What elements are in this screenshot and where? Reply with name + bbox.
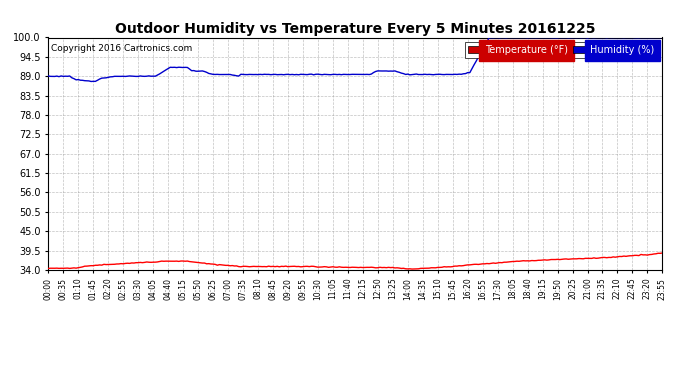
Text: Copyright 2016 Cartronics.com: Copyright 2016 Cartronics.com bbox=[51, 45, 193, 54]
Legend: Temperature (°F), Humidity (%): Temperature (°F), Humidity (%) bbox=[464, 42, 658, 58]
Title: Outdoor Humidity vs Temperature Every 5 Minutes 20161225: Outdoor Humidity vs Temperature Every 5 … bbox=[115, 22, 595, 36]
